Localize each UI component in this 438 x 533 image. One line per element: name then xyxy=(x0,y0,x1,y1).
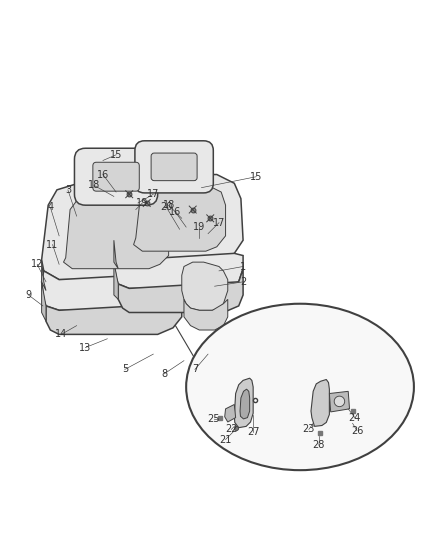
Text: 12: 12 xyxy=(31,260,43,269)
Polygon shape xyxy=(134,185,226,251)
Text: 1: 1 xyxy=(240,262,246,271)
Polygon shape xyxy=(64,194,169,269)
Polygon shape xyxy=(46,290,182,334)
Text: 2: 2 xyxy=(240,277,246,287)
Circle shape xyxy=(334,396,345,407)
FancyBboxPatch shape xyxy=(151,153,197,181)
Polygon shape xyxy=(42,282,46,321)
Polygon shape xyxy=(42,271,182,310)
Text: 14: 14 xyxy=(55,329,67,340)
Text: 24: 24 xyxy=(349,413,361,423)
FancyBboxPatch shape xyxy=(74,148,158,205)
Polygon shape xyxy=(225,405,236,422)
Text: 17: 17 xyxy=(213,217,225,228)
Polygon shape xyxy=(182,262,228,310)
Text: 17: 17 xyxy=(147,189,159,199)
Text: 27: 27 xyxy=(247,427,259,437)
Text: 15: 15 xyxy=(250,172,262,182)
Text: 25: 25 xyxy=(208,414,220,424)
Text: 19: 19 xyxy=(193,222,205,232)
Text: 19: 19 xyxy=(136,198,148,208)
Polygon shape xyxy=(42,260,46,290)
Text: 23: 23 xyxy=(303,424,315,434)
Text: 18: 18 xyxy=(88,181,100,190)
Text: 5: 5 xyxy=(122,365,128,374)
Polygon shape xyxy=(311,379,329,426)
Text: 13: 13 xyxy=(79,343,92,352)
Polygon shape xyxy=(114,174,243,260)
Polygon shape xyxy=(114,262,118,300)
Text: 18: 18 xyxy=(162,200,175,210)
Text: 15: 15 xyxy=(110,150,122,160)
Polygon shape xyxy=(114,249,243,288)
FancyBboxPatch shape xyxy=(135,141,213,193)
Text: 26: 26 xyxy=(351,426,363,436)
Text: 28: 28 xyxy=(313,440,325,450)
Text: 9: 9 xyxy=(25,290,32,300)
Polygon shape xyxy=(329,391,350,412)
Polygon shape xyxy=(114,240,118,269)
Ellipse shape xyxy=(186,304,414,470)
Text: 3: 3 xyxy=(65,185,71,195)
Text: 7: 7 xyxy=(192,365,198,374)
Text: 16: 16 xyxy=(97,169,109,180)
Polygon shape xyxy=(184,300,228,330)
Polygon shape xyxy=(234,378,253,427)
Text: 8: 8 xyxy=(161,369,167,379)
Text: 16: 16 xyxy=(169,207,181,217)
Text: 21: 21 xyxy=(219,434,232,445)
Polygon shape xyxy=(240,389,250,419)
FancyBboxPatch shape xyxy=(93,162,139,191)
Polygon shape xyxy=(118,269,243,312)
Polygon shape xyxy=(42,181,182,280)
Text: 4: 4 xyxy=(47,203,53,212)
Text: 11: 11 xyxy=(46,240,59,249)
Text: 22: 22 xyxy=(225,424,237,434)
Text: 20: 20 xyxy=(160,203,173,212)
